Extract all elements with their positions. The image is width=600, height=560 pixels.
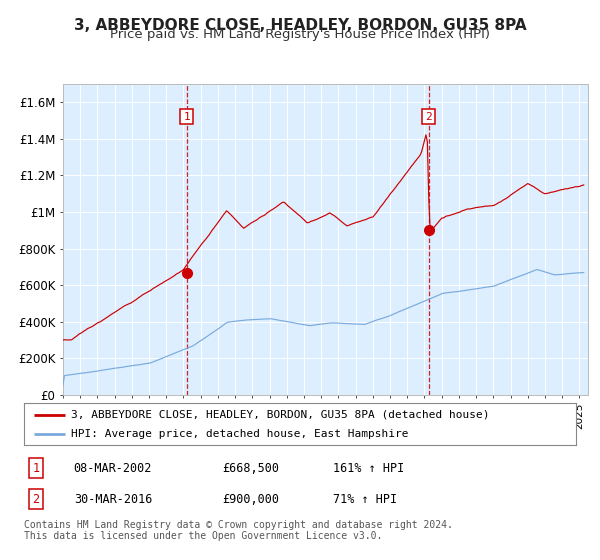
Text: 1: 1 bbox=[32, 462, 40, 475]
Text: 2: 2 bbox=[425, 111, 432, 122]
Text: 2: 2 bbox=[32, 493, 40, 506]
Text: 08-MAR-2002: 08-MAR-2002 bbox=[74, 462, 152, 475]
Text: HPI: Average price, detached house, East Hampshire: HPI: Average price, detached house, East… bbox=[71, 429, 409, 439]
Text: 1: 1 bbox=[183, 111, 190, 122]
Text: £900,000: £900,000 bbox=[223, 493, 280, 506]
Text: 3, ABBEYDORE CLOSE, HEADLEY, BORDON, GU35 8PA: 3, ABBEYDORE CLOSE, HEADLEY, BORDON, GU3… bbox=[74, 18, 526, 33]
Text: 161% ↑ HPI: 161% ↑ HPI bbox=[333, 462, 404, 475]
Text: 71% ↑ HPI: 71% ↑ HPI bbox=[333, 493, 397, 506]
Text: 30-MAR-2016: 30-MAR-2016 bbox=[74, 493, 152, 506]
Text: 3, ABBEYDORE CLOSE, HEADLEY, BORDON, GU35 8PA (detached house): 3, ABBEYDORE CLOSE, HEADLEY, BORDON, GU3… bbox=[71, 409, 490, 419]
Text: Contains HM Land Registry data © Crown copyright and database right 2024.
This d: Contains HM Land Registry data © Crown c… bbox=[24, 520, 453, 542]
Text: £668,500: £668,500 bbox=[223, 462, 280, 475]
Text: Price paid vs. HM Land Registry's House Price Index (HPI): Price paid vs. HM Land Registry's House … bbox=[110, 28, 490, 41]
